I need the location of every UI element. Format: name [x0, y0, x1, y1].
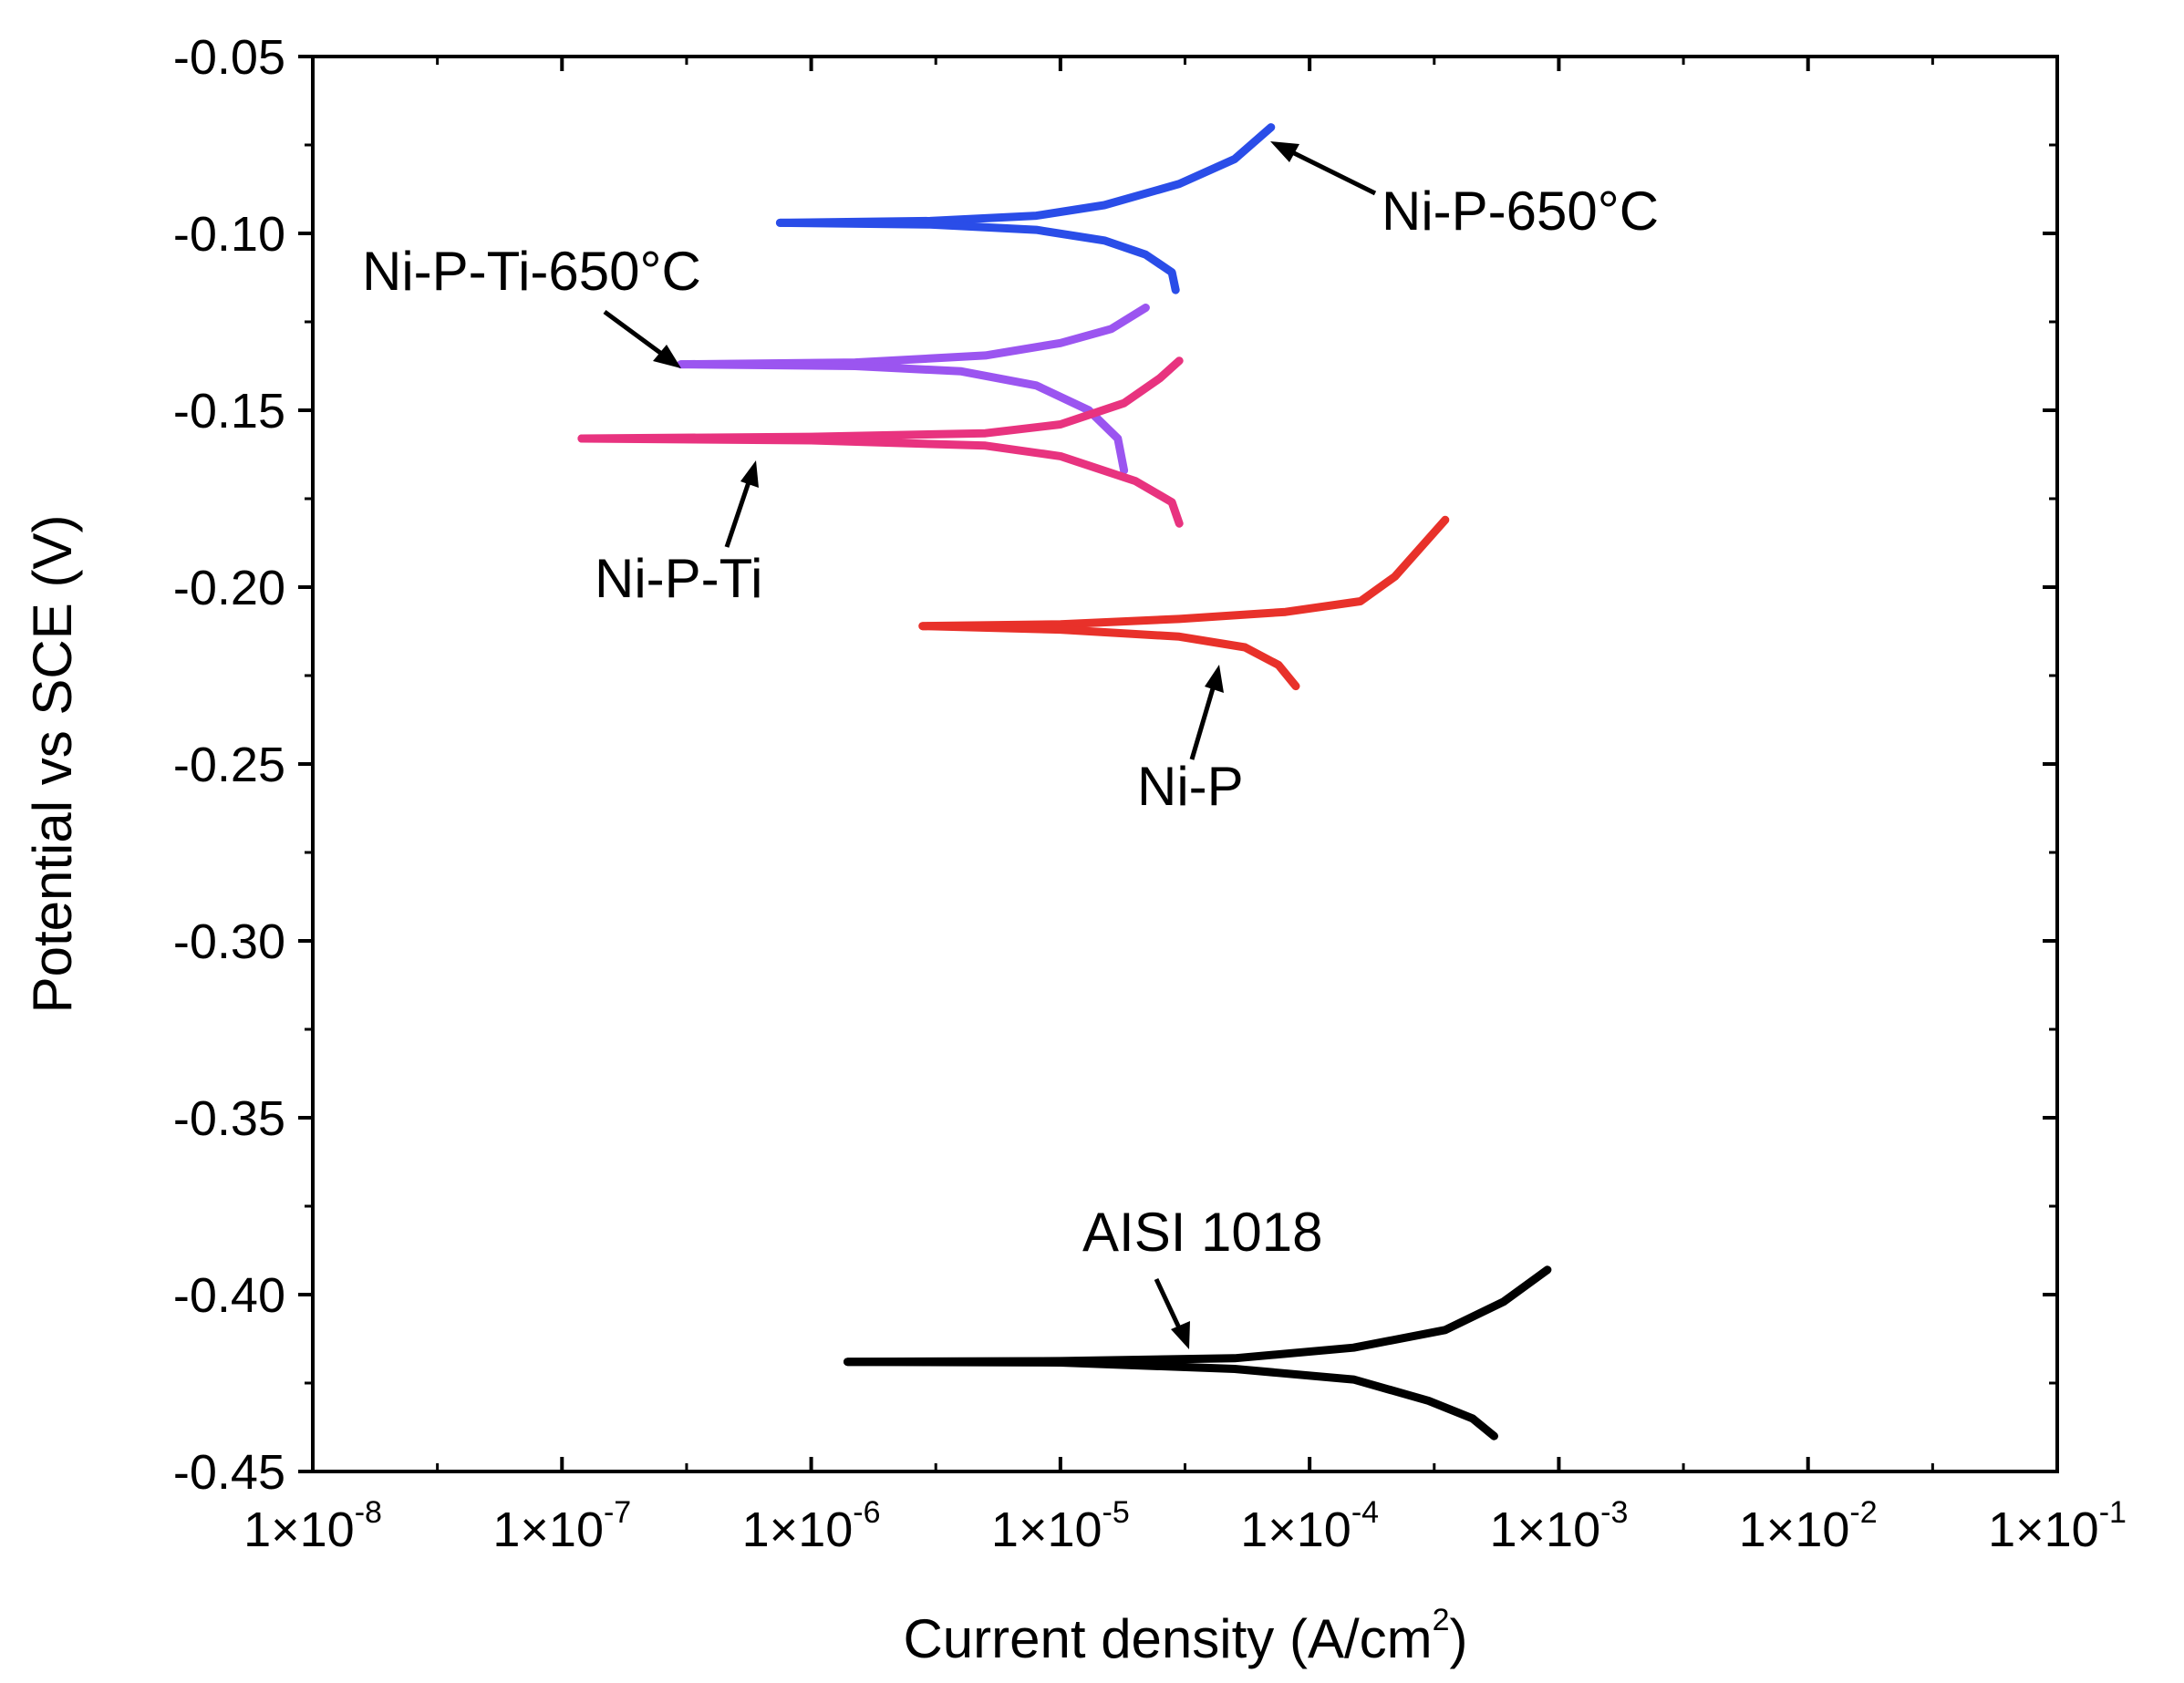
x-axis-title: Current density (A/cm2)	[903, 1603, 1467, 1669]
series-ni-p-cathodic-branch	[918, 622, 1300, 691]
series-ni-p-anodic-branch	[918, 515, 1450, 631]
y-tick-label: -0.05	[173, 30, 285, 85]
annotation-arrow-ni-p-650c	[1279, 144, 1377, 196]
x-tick-label: 1×10-3	[1489, 1495, 1628, 1557]
y-tick-label: -0.35	[173, 1091, 285, 1146]
y-tick-label: -0.25	[173, 738, 285, 792]
y-tick-label: -0.15	[173, 384, 285, 439]
series-aisi-1018-anodic-branch	[844, 1265, 1552, 1367]
annotation-arrow-ni-p-ti-650c	[603, 309, 672, 363]
annotations: Ni-P-650°C Ni-P-Ti-650°C Ni-P-Ti Ni-P AI…	[362, 141, 1659, 1349]
x-tick-label: 1×10-8	[243, 1495, 382, 1557]
x-tick-label: 1×10-7	[492, 1495, 631, 1557]
x-tick-label: 1×10-6	[742, 1495, 881, 1557]
series-ni-p-ti-650-c-cathodic-branch	[677, 360, 1129, 475]
x-tick-label: 1×10-1	[1988, 1495, 2127, 1557]
y-tick-label: -0.45	[173, 1445, 285, 1500]
annotation-ni-p-650c: Ni-P-650°C	[1382, 181, 1659, 242]
annotation-arrowhead-ni-p-ti-650c	[653, 345, 681, 368]
annotation-ni-p-ti: Ni-P-Ti	[595, 548, 762, 609]
annotation-arrow-ni-p-ti	[724, 473, 754, 548]
x-tick-label: 1×10-4	[1240, 1495, 1379, 1557]
annotation-arrowhead-ni-p-ti	[740, 460, 759, 488]
curves-layer	[577, 123, 1552, 1440]
y-tick-label: -0.40	[173, 1268, 285, 1323]
y-tick-label: -0.20	[173, 561, 285, 615]
annotation-ni-p-ti-650c: Ni-P-Ti-650°C	[362, 241, 701, 302]
annotation-arrowhead-ni-p-650c	[1270, 141, 1299, 162]
series-ni-p-650-c-cathodic-branch	[775, 218, 1180, 294]
tick-marks	[298, 55, 2059, 1473]
series-ni-p-ti-anodic-branch	[577, 356, 1184, 443]
annotation-ni-p: Ni-P	[1137, 756, 1244, 817]
x-tick-label: 1×10-5	[991, 1495, 1130, 1557]
annotation-arrowhead-aisi-1018	[1171, 1321, 1190, 1349]
series-aisi-1018-cathodic-branch	[844, 1358, 1498, 1440]
y-tick-label: -0.30	[173, 914, 285, 969]
x-tick-labels: 1×10-8 1×10-7 1×10-6 1×10-5 1×10-4 1×10-3 1×10…	[243, 1495, 2127, 1557]
y-tick-labels: -0.05 -0.10 -0.15 -0.20 -0.25 -0.30 -0.35 -0.40…	[173, 30, 285, 1500]
y-tick-label: -0.10	[173, 207, 285, 262]
y-axis-title: Potential vs SCE (V)	[22, 515, 83, 1014]
x-tick-label: 1×10-2	[1739, 1495, 1878, 1557]
annotation-aisi-1018: AISI 1018	[1082, 1202, 1323, 1263]
series-ni-p-ti-cathodic-branch	[577, 434, 1184, 528]
annotation-arrowhead-ni-p	[1205, 665, 1224, 693]
series-ni-p-ti-650-c-anodic-branch	[677, 304, 1150, 369]
annotation-arrow-ni-p	[1189, 678, 1218, 760]
series-ni-p-650-c-anodic-branch	[775, 123, 1276, 227]
